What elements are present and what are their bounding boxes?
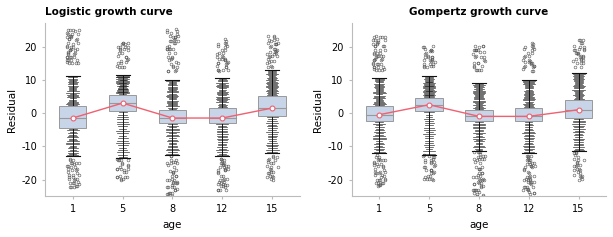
FancyBboxPatch shape — [208, 108, 236, 123]
FancyBboxPatch shape — [259, 96, 286, 116]
FancyBboxPatch shape — [59, 106, 86, 128]
FancyBboxPatch shape — [515, 108, 543, 121]
X-axis label: age: age — [162, 220, 182, 230]
FancyBboxPatch shape — [109, 95, 136, 111]
FancyBboxPatch shape — [465, 110, 493, 121]
FancyBboxPatch shape — [159, 110, 186, 123]
FancyBboxPatch shape — [416, 98, 443, 111]
FancyBboxPatch shape — [365, 106, 393, 121]
Title: Logistic growth curve: Logistic growth curve — [45, 7, 173, 17]
Y-axis label: Residual: Residual — [7, 88, 17, 132]
Title: Gompertz growth curve: Gompertz growth curve — [409, 7, 549, 17]
X-axis label: age: age — [469, 220, 489, 230]
FancyBboxPatch shape — [565, 100, 592, 118]
Y-axis label: Residual: Residual — [313, 88, 324, 132]
